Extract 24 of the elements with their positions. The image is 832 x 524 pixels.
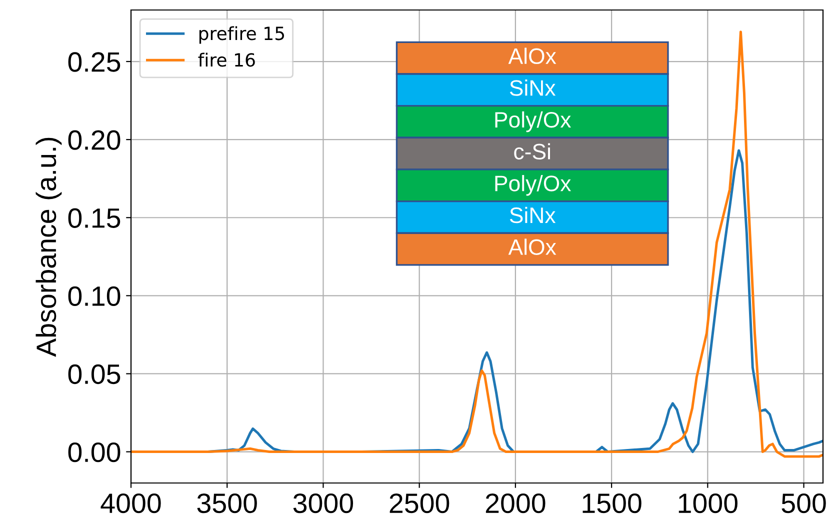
annotation: Poly/Ox	[495, 175, 572, 196]
annotation: Poly/Ox	[495, 111, 572, 132]
y-tick-label: 0.00	[68, 442, 120, 462]
x-tick-label: 500	[782, 493, 826, 514]
annotation: c-Si	[514, 143, 550, 160]
y-axis-title: Absorbance (a.u.)	[36, 138, 62, 357]
annotation: SiNx	[510, 80, 556, 96]
annotation: AlOx	[508, 48, 556, 64]
y-tick-label: 0.10	[68, 286, 120, 306]
x-tick-label: 4000	[100, 493, 161, 514]
x-tick-label: 1000	[678, 493, 738, 514]
x-tick-label: 3000	[293, 493, 354, 514]
annotation: SiNx	[510, 206, 556, 224]
y-tick-label: 0.20	[68, 130, 120, 150]
x-tick-label: 2000	[486, 493, 546, 514]
legend-label: prefire 15	[199, 26, 284, 44]
x-tick-label: 2500	[390, 493, 450, 514]
x-tick-label: 1500	[582, 493, 642, 514]
legend-label: fire 16	[198, 52, 255, 67]
y-tick-label: 0.05	[68, 364, 120, 384]
x-tick-label: 3500	[197, 493, 257, 514]
y-tick-label: 0.15	[68, 208, 120, 228]
y-tick-label: 0.25	[68, 52, 120, 72]
annotation: AlOx	[508, 238, 556, 255]
